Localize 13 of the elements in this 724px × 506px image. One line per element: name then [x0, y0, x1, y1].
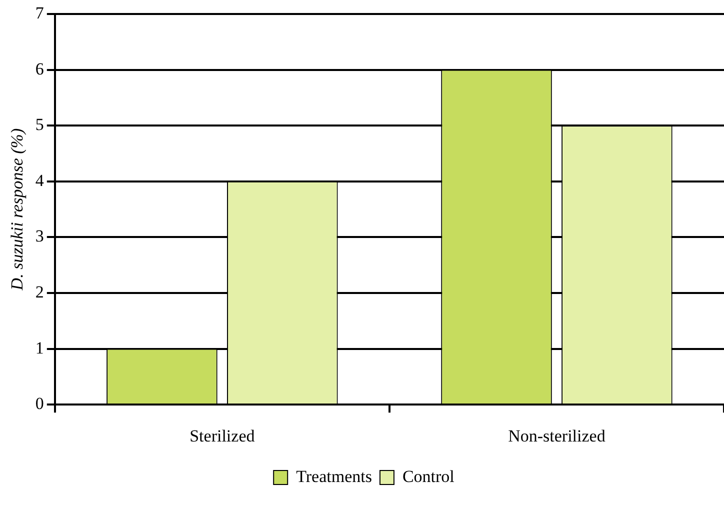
x-tick-label: Non-sterilized: [508, 426, 606, 446]
y-tick-label: 6: [35, 59, 44, 78]
y-tick-label: 1: [35, 338, 44, 358]
legend-label: Treatments: [296, 466, 372, 486]
y-tick-label: 7: [35, 3, 44, 22]
y-tick-label: 3: [35, 226, 44, 246]
y-tick-label: 0: [35, 394, 44, 414]
legend-label: Control: [402, 466, 455, 486]
y-tick-label: 5: [35, 115, 44, 134]
y-tick-label: 2: [35, 282, 44, 302]
x-tick-label: Sterilized: [190, 426, 256, 446]
y-axis-title: D. suzukii response (%): [8, 128, 27, 292]
y-tick-label: 4: [35, 170, 44, 190]
